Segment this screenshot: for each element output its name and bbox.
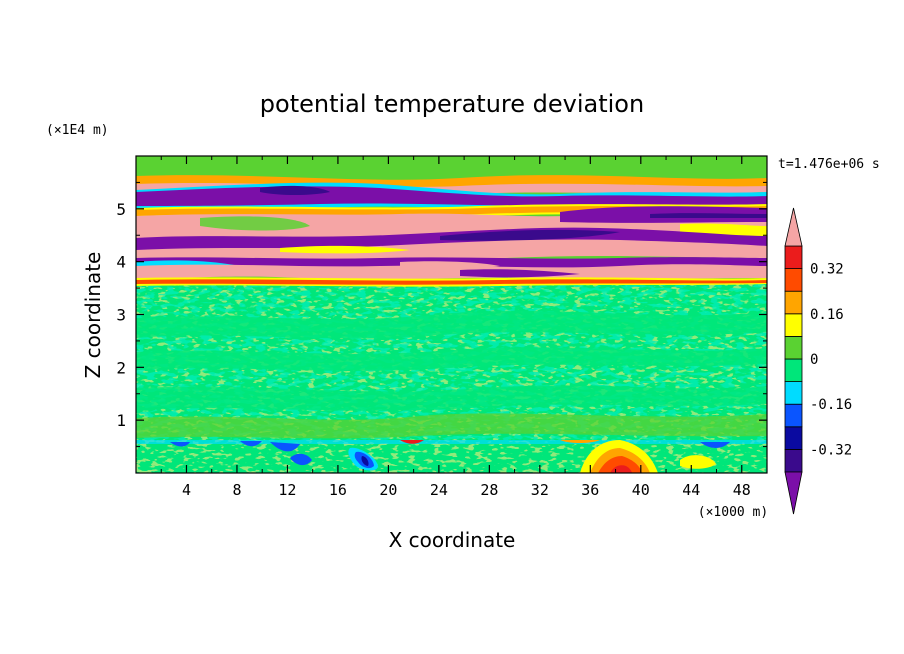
y-tick-label: 5: [116, 200, 126, 219]
x-tick-label: 48: [733, 481, 751, 499]
band-2-neg-core: [650, 213, 767, 218]
band-3-neg-core: [440, 229, 620, 241]
mid-band-b: [136, 347, 767, 371]
surface-blob-3: [290, 453, 312, 466]
surface-blob-8: [170, 442, 190, 447]
colorbar-bin: [784, 448, 803, 473]
colorbar-tick-label: 0: [810, 352, 818, 368]
colorbar-bin: [784, 335, 803, 360]
colorbar-bin: [784, 268, 803, 292]
band-4-warm: [280, 245, 410, 254]
colorbar-extend-low: [784, 471, 803, 515]
x-tick-label: 4: [182, 481, 191, 499]
chart-title: potential temperature deviation: [260, 90, 644, 118]
x-tick-label: 44: [682, 481, 700, 499]
x-tick-label: 8: [232, 481, 241, 499]
colorbar-bin: [784, 358, 803, 383]
y-tick-label: 4: [116, 253, 126, 272]
surface-blob-7: [700, 442, 730, 448]
x-tick-label: 24: [430, 481, 448, 499]
colorbar-bin: [784, 426, 803, 450]
x-tick-label: 12: [278, 481, 296, 499]
band-2-warm-right: [680, 223, 767, 236]
colorbar-bin: [784, 290, 803, 315]
x-axis-label: X coordinate: [389, 528, 516, 552]
colorbar-bin: [784, 313, 803, 337]
colorbar-bin: [784, 381, 803, 405]
y-tick-label: 3: [116, 306, 126, 325]
colorbar-tick-label: 0.32: [810, 262, 844, 278]
x-tick-label: 16: [329, 481, 347, 499]
band-6-neg-pocket: [460, 269, 580, 278]
surface-blob-2: [270, 442, 300, 452]
upper-neg-core: [260, 185, 330, 195]
surface-texture: [136, 440, 767, 473]
x-unit-label: (×1000 m): [698, 505, 768, 520]
x-axis: 4 8 12 16 20 24 28 32 36 40 44 48: [160, 156, 751, 499]
contour-field: [136, 156, 767, 473]
time-label: t=1.476e+06 s: [778, 157, 880, 172]
surface-blob-1: [240, 441, 262, 447]
y-unit-label: (×1E4 m): [46, 123, 109, 138]
y-tick-label: 2: [116, 358, 126, 377]
x-tick-label: 28: [480, 481, 498, 499]
surface-max-inner: [598, 456, 642, 473]
colorbar-bin: [784, 245, 803, 270]
band-6-pos: [136, 264, 767, 280]
band-7-warm: [136, 279, 767, 285]
surface-warm-2: [560, 440, 600, 443]
colorbar: 0.32 0.16 0 -0.16 -0.32: [784, 207, 852, 515]
x-tick-label: 40: [632, 481, 650, 499]
surface-edge: [136, 440, 767, 444]
mid-band-a: [136, 310, 767, 339]
x-tick-label: 20: [379, 481, 397, 499]
upper-layer: [136, 156, 767, 176]
band-4-pos: [136, 239, 767, 262]
colorbar-tick-label: 0.16: [810, 307, 844, 323]
surface-blob-6: [361, 456, 369, 466]
colorbar-tick-label: -0.16: [810, 397, 852, 413]
mid-band-c: [136, 385, 767, 411]
colorbar-tick-label: -0.32: [810, 442, 852, 458]
surface-warm-1: [400, 440, 424, 444]
x-tick-label: 32: [531, 481, 549, 499]
y-tick-label: 1: [116, 411, 126, 430]
colorbar-bin: [784, 403, 803, 428]
mid-band-d: [136, 413, 767, 439]
surface-warm-3: [680, 455, 716, 469]
y-axis-label: Z coordinate: [81, 252, 105, 379]
y-axis: 1 2 3 4 5: [116, 181, 767, 448]
colorbar-extend-high: [784, 207, 803, 247]
band-2-pocket-1: [200, 216, 310, 231]
x-tick-label: 36: [581, 481, 599, 499]
